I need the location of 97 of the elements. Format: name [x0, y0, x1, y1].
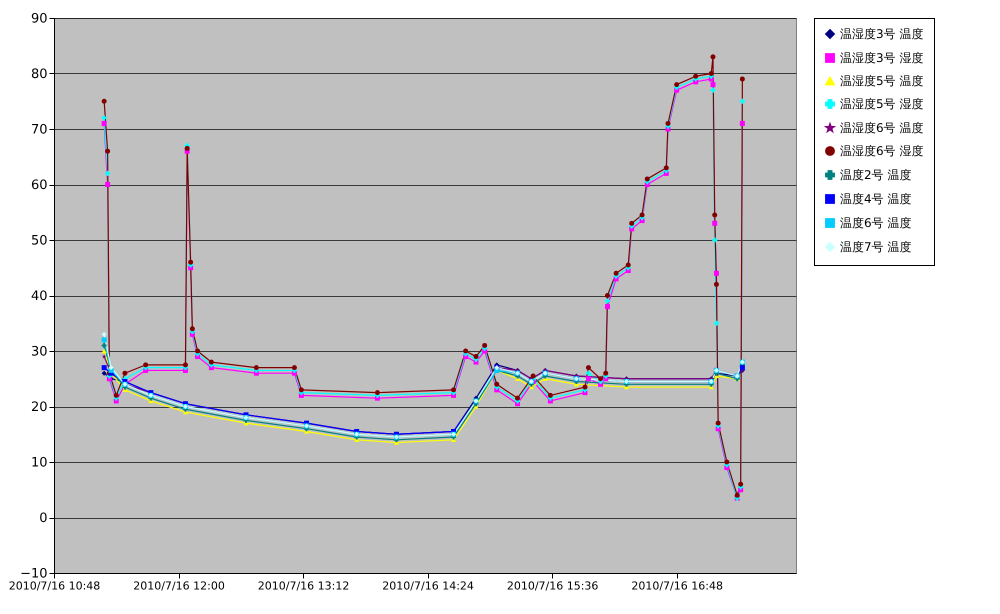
point	[190, 326, 195, 332]
point	[724, 460, 730, 464]
point	[102, 120, 107, 126]
x-tick-label: 2010/7/16 10:48	[8, 580, 100, 592]
point	[598, 376, 604, 382]
y-tick-label: 50	[30, 234, 48, 248]
y-tick-label: 60	[30, 178, 48, 193]
point	[105, 170, 110, 176]
point	[374, 390, 380, 396]
point	[710, 82, 716, 88]
point	[108, 365, 114, 370]
point	[586, 376, 591, 382]
point	[530, 373, 536, 378]
point	[195, 348, 200, 354]
point	[102, 332, 107, 337]
y-tick-label: 40	[30, 289, 48, 304]
point	[712, 220, 718, 226]
legend-label: 温湿度3号 温度	[840, 27, 924, 41]
point	[102, 354, 107, 359]
point	[474, 354, 479, 360]
point	[102, 115, 107, 120]
y-tick-label: 20	[30, 400, 48, 415]
point	[740, 120, 745, 126]
point	[494, 382, 500, 387]
point	[708, 71, 714, 76]
point	[482, 342, 488, 348]
point	[644, 176, 650, 182]
point	[716, 420, 721, 426]
point	[143, 362, 148, 368]
x-tick-label: 2010/7/16 14:24	[382, 580, 474, 592]
legend-label: 温度2号 温度	[840, 168, 912, 182]
point	[740, 76, 745, 82]
point	[102, 370, 107, 376]
point	[604, 298, 610, 304]
point	[102, 348, 107, 354]
legend-label: 温湿度6号 湿度	[840, 144, 924, 158]
point	[102, 337, 107, 342]
legend-label: 温湿度3号 湿度	[840, 51, 924, 65]
point	[122, 370, 128, 376]
y-tick-label: 80	[30, 67, 48, 82]
point	[188, 260, 194, 265]
point	[714, 320, 719, 326]
y-tick-label: 10	[30, 456, 48, 470]
point	[582, 384, 588, 390]
x-tick-label: 2010/7/16 13:12	[258, 580, 350, 592]
legend-label: 温湿度5号 湿度	[840, 97, 924, 111]
point	[102, 365, 107, 370]
x-tick-label: 2010/7/16 16:48	[631, 580, 723, 592]
point	[254, 365, 259, 370]
point	[738, 482, 744, 487]
x-tick-label: 2010/7/16 12:00	[133, 580, 225, 592]
point	[693, 74, 698, 79]
legend-label: 温湿度5号 温度	[840, 74, 924, 88]
y-tick-label: 70	[30, 122, 48, 138]
point	[710, 54, 716, 60]
y-tick-label: 0	[39, 511, 48, 526]
point	[734, 492, 740, 498]
point	[102, 98, 107, 104]
point	[184, 146, 190, 151]
point	[298, 387, 304, 392]
point	[740, 98, 745, 104]
point	[714, 282, 719, 287]
point	[629, 220, 634, 226]
point	[586, 365, 591, 370]
point	[712, 238, 718, 242]
point	[674, 82, 680, 88]
legend-label: 温度7号 温度	[840, 240, 912, 254]
point	[604, 304, 610, 310]
y-tick-label: 90	[30, 12, 48, 26]
point	[515, 396, 520, 401]
point	[710, 88, 716, 93]
point	[664, 165, 669, 170]
point	[603, 370, 608, 376]
point	[208, 360, 214, 365]
point	[463, 348, 468, 354]
point	[451, 387, 456, 392]
point	[626, 262, 631, 268]
legend-label: 温度6号 温度	[840, 216, 912, 230]
point	[604, 293, 610, 298]
point	[614, 270, 619, 276]
legend-label: 温度4号 温度	[840, 192, 912, 206]
point	[102, 342, 107, 348]
point	[666, 120, 671, 126]
point	[105, 148, 110, 154]
point	[182, 362, 188, 368]
point	[714, 270, 719, 276]
point	[292, 365, 297, 370]
y-tick-label: 30	[30, 344, 48, 360]
point	[586, 370, 591, 376]
point	[114, 392, 119, 398]
y-tick-label: −10	[20, 566, 48, 582]
x-tick-label: 2010/7/16 15:36	[506, 580, 598, 592]
legend-label: 温湿度6号 温度	[840, 121, 924, 135]
point	[105, 182, 110, 187]
point	[640, 212, 645, 218]
point	[712, 212, 718, 218]
point	[548, 392, 553, 398]
